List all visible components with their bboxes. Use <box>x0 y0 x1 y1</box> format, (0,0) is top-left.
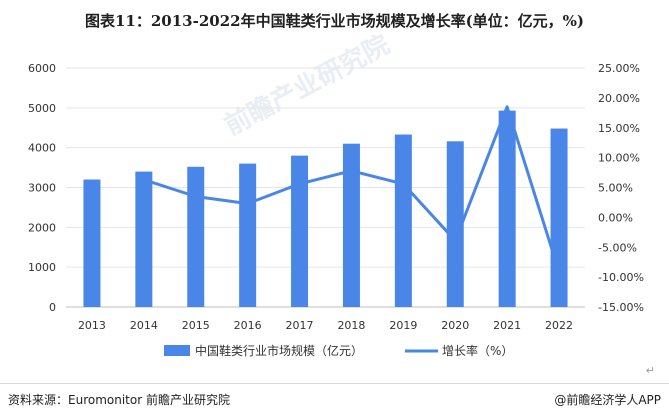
x-axis: 2013 2014 2015 2016 2017 2018 2019 2020 2021 2022 <box>78 319 573 332</box>
legend: 中国鞋类行业市场规模（亿元） 增长率（%） <box>164 343 513 358</box>
legend-swatch-bar <box>164 345 190 356</box>
x-tick-label: 2015 <box>182 319 210 332</box>
right-tick-label: 25.00% <box>598 62 640 75</box>
left-tick-label: 3000 <box>28 182 56 195</box>
bar <box>187 166 205 307</box>
growth-line <box>143 105 561 273</box>
right-tick-label: 15.00% <box>598 122 640 135</box>
x-tick-label: 2013 <box>78 319 106 332</box>
bar <box>446 141 464 307</box>
x-tick-label: 2022 <box>545 319 573 332</box>
left-axis: 0 1000 2000 3000 4000 5000 6000 <box>28 62 56 314</box>
credit-note: @前瞻经济学人APP <box>554 393 661 407</box>
x-tick-label: 2016 <box>234 319 262 332</box>
line-series <box>143 105 561 273</box>
right-tick-label: -15.00% <box>598 301 644 314</box>
bar <box>498 110 516 307</box>
x-tick-label: 2014 <box>130 319 158 332</box>
bar <box>291 155 309 307</box>
bar <box>83 179 101 307</box>
bar <box>342 143 360 307</box>
left-tick-label: 4000 <box>28 142 56 155</box>
chart-title: 图表11：2013-2022年中国鞋类行业市场规模及增长率(单位：亿元，%) <box>84 12 585 30</box>
right-axis: -15.00% -10.00% -5.00% 0.00% 5.00% 10.00% 15.0… <box>598 62 644 314</box>
x-tick-label: 2021 <box>493 319 521 332</box>
right-tick-label: -5.00% <box>598 241 637 254</box>
bar <box>550 128 568 307</box>
right-tick-label: -10.00% <box>598 271 644 284</box>
left-tick-label: 5000 <box>28 102 56 115</box>
x-tick-label: 2019 <box>389 319 417 332</box>
x-tick-label: 2018 <box>337 319 365 332</box>
combo-chart: 0 1000 2000 3000 4000 5000 6000 -15.00% -10.00%… <box>28 62 644 358</box>
bar <box>239 163 257 307</box>
right-tick-label: 0.00% <box>598 211 633 224</box>
left-tick-label: 2000 <box>28 221 56 234</box>
bar-series <box>83 110 568 307</box>
footer-divider <box>0 383 669 384</box>
source-note: 资料来源：Euromonitor 前瞻产业研究院 <box>8 393 230 407</box>
right-tick-label: 20.00% <box>598 92 640 105</box>
x-tick-label: 2017 <box>286 319 314 332</box>
left-tick-label: 0 <box>49 301 56 314</box>
legend-label-bar: 中国鞋类行业市场规模（亿元） <box>195 343 363 358</box>
legend-label-line: 增长率（%） <box>442 343 513 358</box>
left-tick-label: 1000 <box>28 261 56 274</box>
return-mark: ↵ <box>645 364 655 377</box>
right-tick-label: 5.00% <box>598 182 633 195</box>
right-tick-label: 10.00% <box>598 152 640 165</box>
x-tick-label: 2020 <box>441 319 469 332</box>
bar <box>394 134 412 307</box>
left-tick-label: 6000 <box>28 62 56 75</box>
gridlines <box>66 67 585 308</box>
bar <box>135 171 153 307</box>
